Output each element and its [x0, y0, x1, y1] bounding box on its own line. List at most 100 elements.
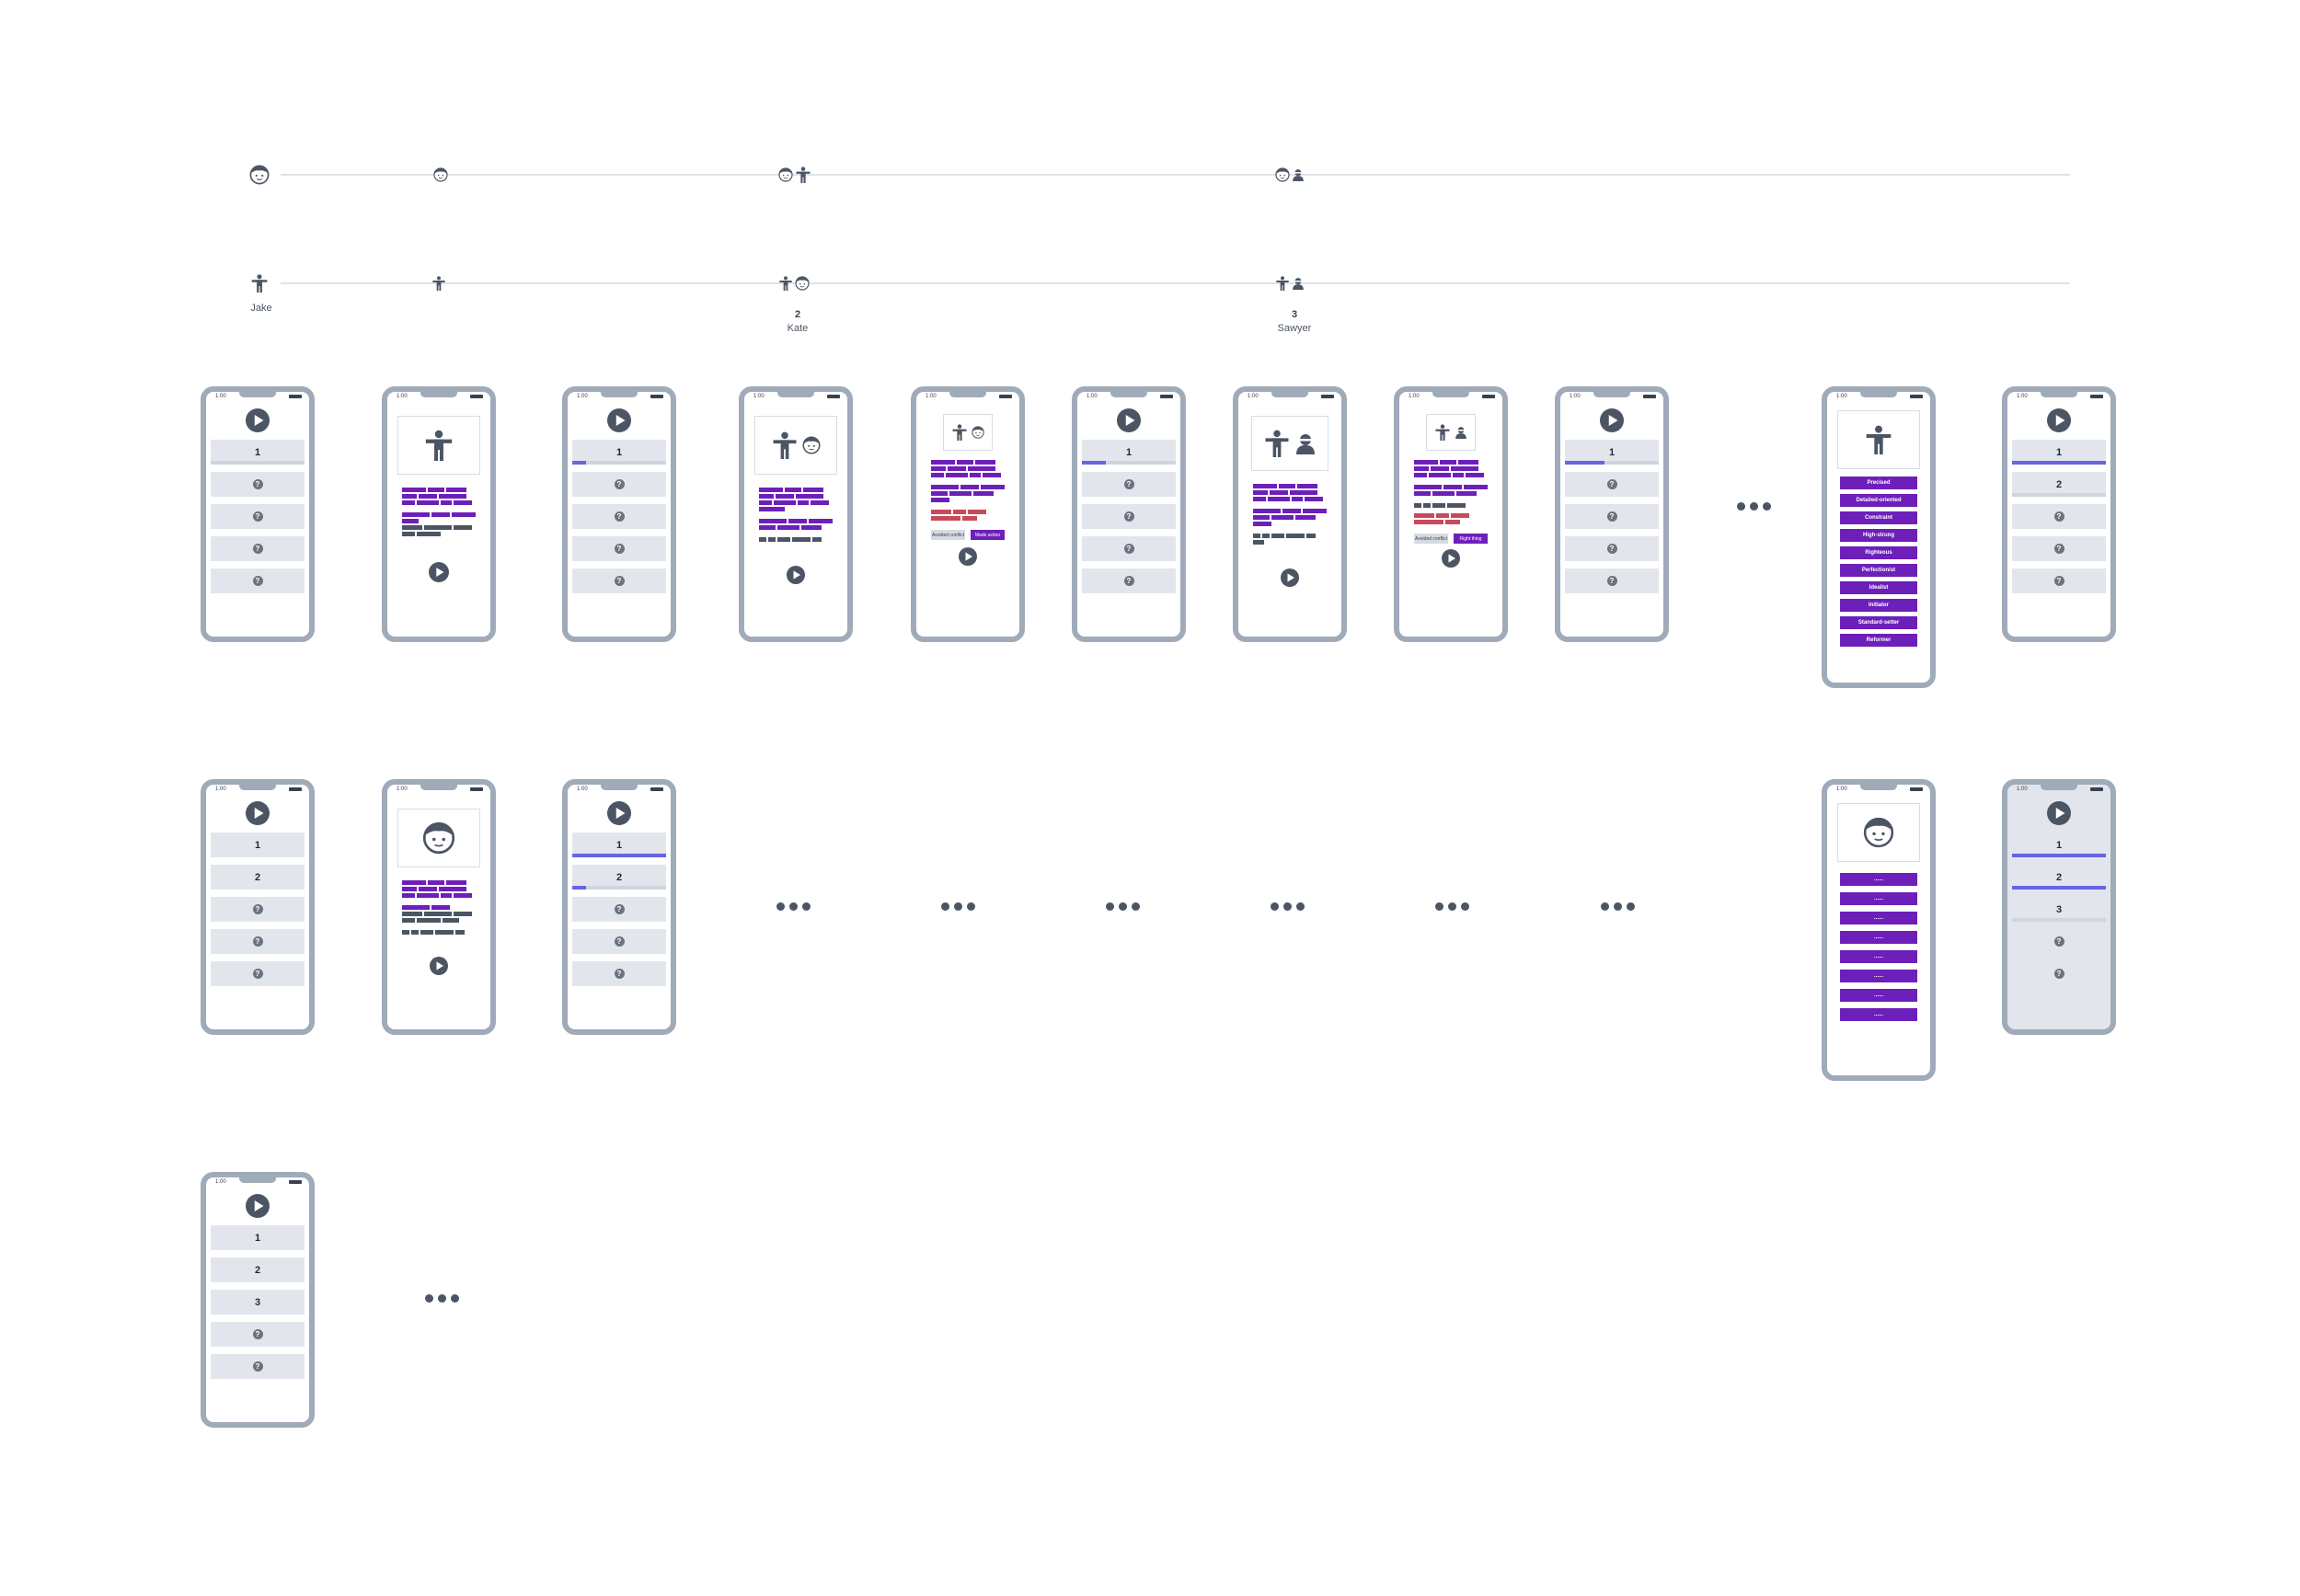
list-item[interactable]: 1	[572, 440, 666, 465]
list-item[interactable]: 1	[2012, 440, 2106, 465]
list-item-locked[interactable]: ?	[1082, 568, 1176, 593]
status-bar: 1:00	[1827, 392, 1930, 403]
list-item[interactable]: 1	[2012, 832, 2106, 857]
trait-tag[interactable]: Precised	[1840, 477, 1917, 489]
phone-question-list: 1:00 1 2 3 ? ?	[2002, 779, 2116, 1035]
list-item-locked[interactable]: ?	[572, 536, 666, 561]
list-item[interactable]: 1	[1565, 440, 1659, 465]
trait-tag[interactable]: ......	[1840, 989, 1917, 1002]
list-item[interactable]: 2	[2012, 472, 2106, 497]
list-item-locked[interactable]: ?	[211, 536, 305, 561]
play-icon[interactable]	[607, 801, 631, 825]
list-item-locked[interactable]: ?	[2012, 929, 2106, 954]
avoid-conflict-button[interactable]: Avoided conflict	[1414, 534, 1448, 544]
trait-tag[interactable]: ......	[1840, 912, 1917, 924]
trait-tag[interactable]: Detailed-oriented	[1840, 494, 1917, 507]
signal-icon	[470, 787, 483, 791]
list-item-locked[interactable]: ?	[1082, 536, 1176, 561]
text-block	[402, 880, 476, 898]
list-item-locked[interactable]: ?	[572, 568, 666, 593]
right-thing-button[interactable]: Right thing	[1454, 534, 1488, 544]
timeline-node	[249, 161, 270, 189]
play-icon[interactable]	[1117, 408, 1141, 432]
status-bar: 1:00	[2007, 785, 2110, 796]
question-icon: ?	[1123, 479, 1134, 489]
list-item[interactable]: 3	[2012, 897, 2106, 922]
trait-tag[interactable]: Standard-setter	[1840, 616, 1917, 629]
list-item-locked[interactable]: ?	[1565, 504, 1659, 529]
play-icon[interactable]	[246, 1194, 270, 1218]
list-item-locked[interactable]: ?	[1082, 472, 1176, 497]
list-item-locked[interactable]: ?	[572, 504, 666, 529]
play-icon[interactable]	[959, 547, 977, 566]
trait-tag[interactable]: ......	[1840, 970, 1917, 982]
character-illustration	[1837, 410, 1920, 469]
trait-tag[interactable]: Reformer	[1840, 634, 1917, 647]
play-icon[interactable]	[1600, 408, 1624, 432]
list-item-locked[interactable]: ?	[211, 1354, 305, 1379]
play-icon[interactable]	[2047, 408, 2071, 432]
trait-tag[interactable]: High-strung	[1840, 529, 1917, 542]
trait-tag[interactable]: Righteous	[1840, 546, 1917, 559]
play-icon[interactable]	[246, 408, 270, 432]
status-time: 1:00	[926, 394, 937, 399]
trait-tag[interactable]: Constraint	[1840, 511, 1917, 524]
play-icon[interactable]	[787, 566, 805, 584]
list-item-locked[interactable]: ?	[572, 472, 666, 497]
list-item[interactable]: 1	[211, 832, 305, 857]
list-item[interactable]: 1	[572, 832, 666, 857]
person-icon	[1294, 432, 1317, 454]
list-item[interactable]: 2	[2012, 865, 2106, 890]
list-item[interactable]: 1	[211, 440, 305, 465]
trait-tag[interactable]: ......	[1840, 892, 1917, 905]
trait-tag[interactable]: Initiator	[1840, 599, 1917, 612]
list-item-label: 1	[615, 839, 623, 851]
list-item[interactable]: 1	[1082, 440, 1176, 465]
list-item[interactable]: 2	[211, 865, 305, 890]
list-item[interactable]: 2	[572, 865, 666, 890]
play-icon[interactable]	[246, 801, 270, 825]
list-item-locked[interactable]: ?	[211, 472, 305, 497]
list-item-locked[interactable]: ?	[1565, 536, 1659, 561]
list-item-locked[interactable]: ?	[211, 929, 305, 954]
person-icon	[1455, 426, 1467, 439]
avoid-conflict-button[interactable]: Avoided conflict	[931, 530, 965, 540]
make-action-button[interactable]: Made action	[971, 530, 1005, 540]
play-icon[interactable]	[429, 562, 449, 582]
list-item-locked[interactable]: ?	[1565, 472, 1659, 497]
list-item[interactable]: 1	[211, 1225, 305, 1250]
list-item-locked[interactable]: ?	[2012, 568, 2106, 593]
list-item-locked[interactable]: ?	[211, 568, 305, 593]
list-item-label: 1	[2055, 839, 2063, 851]
play-icon[interactable]	[1281, 568, 1299, 587]
text-block	[402, 512, 476, 523]
list-item-locked[interactable]: ?	[572, 929, 666, 954]
list-item-locked[interactable]: ?	[2012, 504, 2106, 529]
list-item-locked[interactable]: ?	[1565, 568, 1659, 593]
list-item-locked[interactable]: ?	[211, 504, 305, 529]
list-item[interactable]: 2	[211, 1257, 305, 1282]
list-item-locked[interactable]: ?	[572, 897, 666, 922]
list-item-locked[interactable]: ?	[211, 897, 305, 922]
list-item-locked[interactable]: ?	[211, 1322, 305, 1347]
play-icon[interactable]	[430, 957, 448, 975]
list-item-locked[interactable]: ?	[572, 961, 666, 986]
trait-tag[interactable]: ......	[1840, 1008, 1917, 1021]
text-block	[1414, 460, 1488, 477]
play-icon[interactable]	[1442, 549, 1460, 568]
trait-tag[interactable]: Idealist	[1840, 581, 1917, 594]
list-item-locked[interactable]: ?	[2012, 961, 2106, 986]
play-icon[interactable]	[2047, 801, 2071, 825]
trait-tag[interactable]: ......	[1840, 931, 1917, 944]
list-item-locked[interactable]: ?	[1082, 504, 1176, 529]
signal-icon	[1910, 395, 1923, 398]
list-item-locked[interactable]: ?	[2012, 536, 2106, 561]
play-icon[interactable]	[607, 408, 631, 432]
trait-tag[interactable]: Perfectionist	[1840, 564, 1917, 577]
trait-tag[interactable]: ......	[1840, 950, 1917, 963]
trait-tag[interactable]: ......	[1840, 873, 1917, 886]
body-icon	[1275, 274, 1290, 293]
list-item[interactable]: 3	[211, 1290, 305, 1315]
list-item-locked[interactable]: ?	[211, 961, 305, 986]
question-icon: ?	[2053, 576, 2064, 586]
